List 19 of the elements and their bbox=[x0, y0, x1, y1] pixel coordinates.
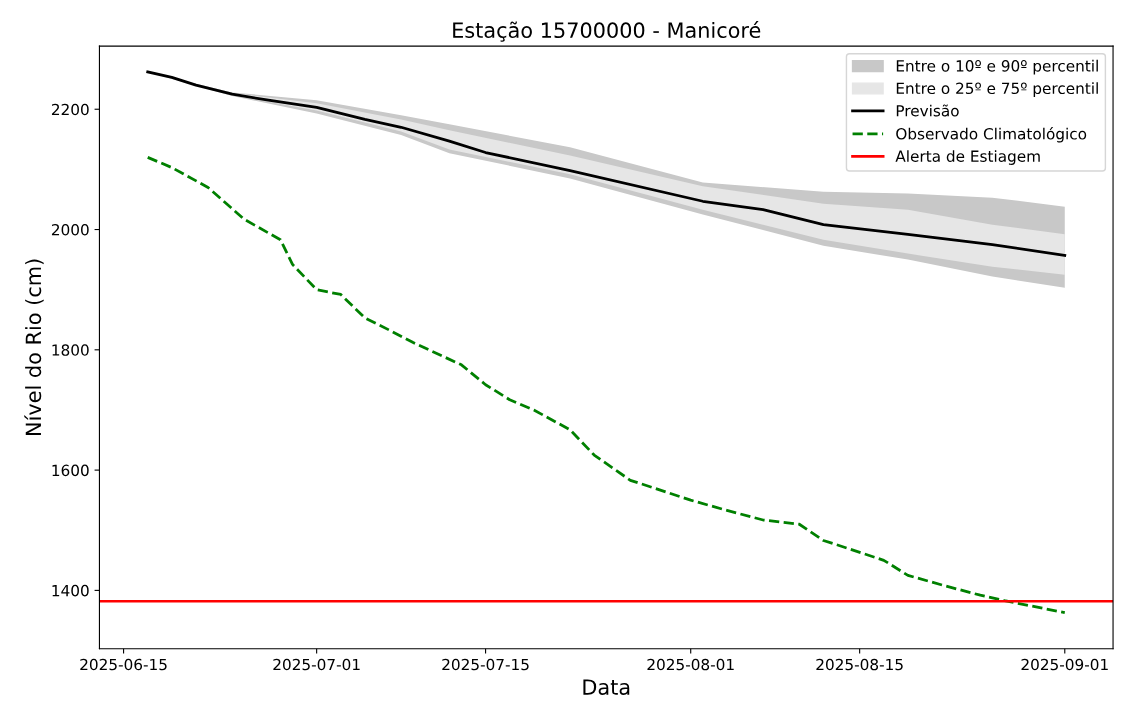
y-tick-label: 2200 bbox=[51, 103, 89, 116]
x-tick-label: 2025-09-01 bbox=[1021, 658, 1108, 671]
x-tick-label: 2025-08-15 bbox=[816, 658, 903, 671]
x-tick-label: 2025-07-01 bbox=[273, 658, 360, 671]
legend-label: Alerta de Estiagem bbox=[895, 150, 1040, 165]
x-tick-label: 2025-07-15 bbox=[442, 658, 529, 671]
x-tick-label: 2025-06-15 bbox=[80, 658, 167, 671]
y-tick-label: 2000 bbox=[51, 223, 89, 236]
x-axis-title: Data bbox=[583, 679, 630, 695]
y-tick-label: 1400 bbox=[52, 584, 89, 597]
legend-label: Entre o 25º e 75º percentil bbox=[896, 82, 1098, 98]
legend-label: Entre o 10º e 90º percentil bbox=[896, 59, 1098, 75]
y-tick-label: 1800 bbox=[52, 344, 89, 356]
legend-label: Observado Climatológico bbox=[896, 127, 1087, 143]
y-axis-title: Nível do Rio (cm) bbox=[24, 259, 44, 435]
legend-label: Previsão bbox=[896, 104, 959, 117]
chart-title: Estação 15700000 - Manicoré bbox=[453, 21, 761, 42]
y-tick-label: 1600 bbox=[52, 464, 89, 477]
x-tick-label: 2025-08-01 bbox=[647, 658, 734, 671]
